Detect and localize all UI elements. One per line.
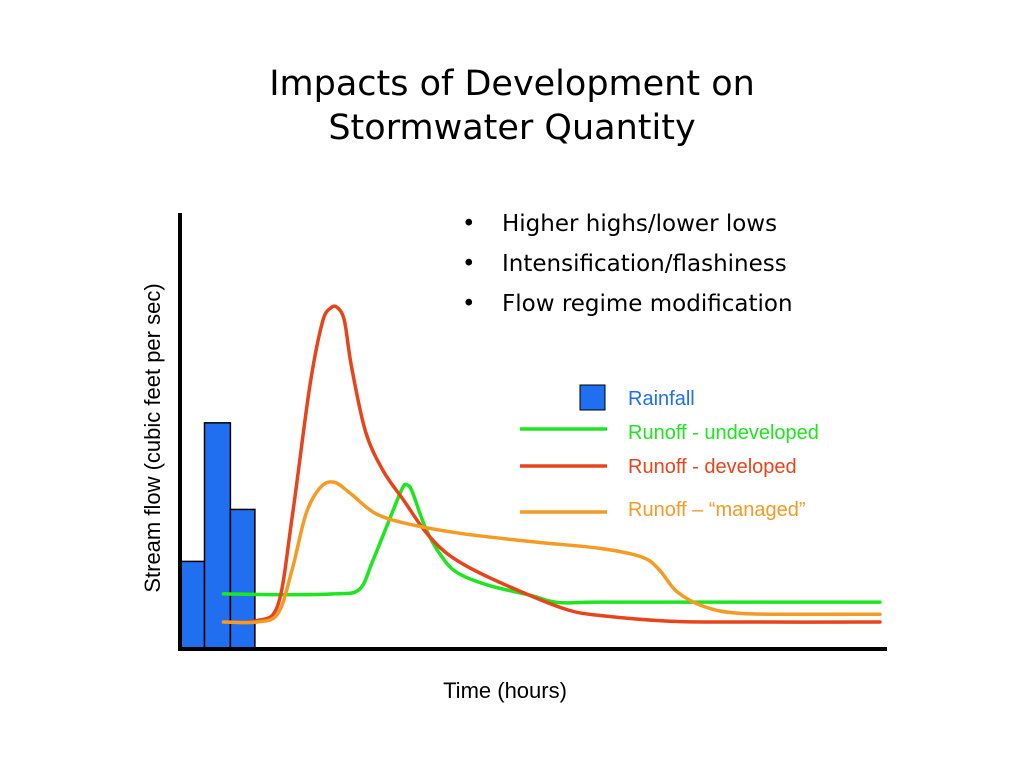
legend-label-rainfall: Rainfall xyxy=(628,388,695,410)
rainfall-bars xyxy=(179,422,256,649)
rainfall-bar-1 xyxy=(179,560,206,649)
rainfall-bar-3 xyxy=(229,508,256,649)
series-line-runoff-developed xyxy=(221,304,882,625)
slide-title-line-2: Stormwater Quantity xyxy=(328,108,696,148)
runoff-lines xyxy=(221,304,882,625)
slide-title: Impacts of Development on Stormwater Qua… xyxy=(0,62,1024,150)
bullet-list: Higher highs/lower lows Intensification/… xyxy=(462,204,793,324)
bullet-item: Flow regime modification xyxy=(462,284,793,324)
legend-label-runoff-managed: Runoff – “managed” xyxy=(628,499,806,521)
series-line-runoff-managed xyxy=(221,480,882,625)
y-axis-label: Stream flow (cubic feet per sec) xyxy=(140,283,165,592)
rainfall-bar-2 xyxy=(203,422,232,649)
legend-label-runoff-undeveloped: Runoff - undeveloped xyxy=(628,422,819,444)
bullet-item: Intensification/flashiness xyxy=(462,244,793,284)
x-axis-label: Time (hours) xyxy=(443,678,567,703)
bullet-item: Higher highs/lower lows xyxy=(462,204,793,244)
legend-label-runoff-developed: Runoff - developed xyxy=(628,456,797,478)
slide-title-line-1: Impacts of Development on xyxy=(269,64,755,104)
legend: Rainfall Runoff - undeveloped Runoff - dev… xyxy=(520,384,819,521)
legend-swatch-rainfall xyxy=(579,384,606,411)
